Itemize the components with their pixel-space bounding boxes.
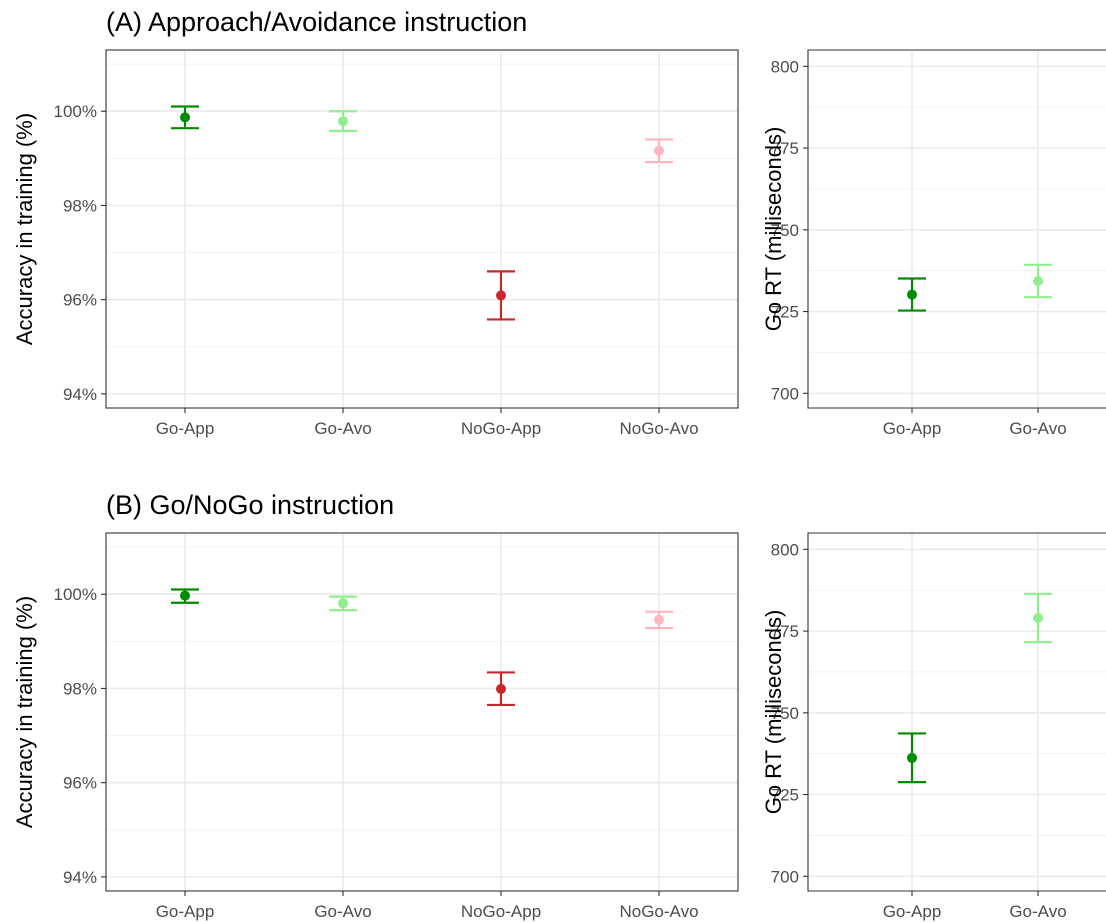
panel-4-x-tick-label: Go-App: [883, 902, 942, 921]
panel-1-title: (A) Approach/Avoidance instruction: [106, 7, 527, 37]
panel-3-frame: [105, 532, 739, 892]
panel-4-point-go-avo: [1033, 613, 1043, 624]
panel-2-point-go-app: [907, 289, 917, 300]
panel-1-y-tick-label: 100%: [54, 102, 97, 121]
panel-1-point-go-avo: [338, 116, 348, 127]
panel-1-point-go-app: [180, 112, 190, 123]
panel-1-y-tick-label: 98%: [63, 196, 97, 215]
panel-2-y-tick-label: 750: [771, 221, 799, 240]
panel-4-point-go-app: [907, 752, 917, 763]
panel-2-y-axis-title: Go RT (milliseconds): [761, 127, 786, 332]
panel-2-frame: [807, 49, 1106, 409]
panel-1-point-nogo-app: [496, 290, 506, 301]
panel-1-point-nogo-avo: [654, 145, 664, 156]
panel-1-y-tick-label: 96%: [63, 291, 97, 310]
panel-2-y-tick-label: 700: [771, 384, 799, 403]
panel-4-y-tick-label: 725: [771, 786, 799, 805]
panel-3-point-go-avo: [338, 598, 348, 609]
panel-2-x-tick-label: Go-Avo: [1009, 419, 1066, 438]
panel-3-title: (B) Go/NoGo instruction: [106, 490, 394, 520]
panel-4-y-tick-label: 700: [771, 867, 799, 886]
panel-2-point-go-avo: [1033, 276, 1043, 287]
panel-3-point-nogo-avo: [654, 614, 664, 625]
panel-4-y-tick-label: 800: [771, 540, 799, 559]
panel-3-x-tick-label: NoGo-App: [461, 902, 541, 921]
panel-4-x-tick-label: Go-Avo: [1009, 902, 1066, 921]
panel-1-x-tick-label: NoGo-App: [461, 419, 541, 438]
panel-1-y-axis-title: Accuracy in training (%): [12, 113, 37, 345]
panel-3-y-tick-label: 96%: [63, 774, 97, 793]
panel-3-y-tick-label: 98%: [63, 679, 97, 698]
panel-4-frame: [807, 532, 1106, 892]
panel-4-y-tick-label: 750: [771, 704, 799, 723]
panel-1-x-tick-label: Go-App: [156, 419, 215, 438]
panel-3-x-tick-label: Go-App: [156, 902, 215, 921]
panel-2-x-tick-label: Go-App: [883, 419, 942, 438]
panel-3-y-axis-title: Accuracy in training (%): [12, 596, 37, 828]
panel-1-x-tick-label: Go-Avo: [314, 419, 371, 438]
panel-4-y-tick-label: 775: [771, 622, 799, 641]
panel-3-y-tick-label: 100%: [54, 585, 97, 604]
panel-3-x-tick-label: NoGo-Avo: [619, 902, 698, 921]
panel-3-point-nogo-app: [496, 683, 506, 694]
panel-2-y-tick-label: 725: [771, 303, 799, 322]
panel-4-y-axis-title: Go RT (milliseconds): [761, 610, 786, 815]
panel-1-y-tick-label: 94%: [63, 385, 97, 404]
panel-3-point-go-app: [180, 590, 190, 601]
panel-2-y-tick-label: 800: [771, 57, 799, 76]
panel-1-frame: [105, 49, 739, 409]
panel-2-y-tick-label: 775: [771, 139, 799, 158]
panel-3-y-tick-label: 94%: [63, 868, 97, 887]
panel-1-x-tick-label: NoGo-Avo: [619, 419, 698, 438]
panel-3-x-tick-label: Go-Avo: [314, 902, 371, 921]
